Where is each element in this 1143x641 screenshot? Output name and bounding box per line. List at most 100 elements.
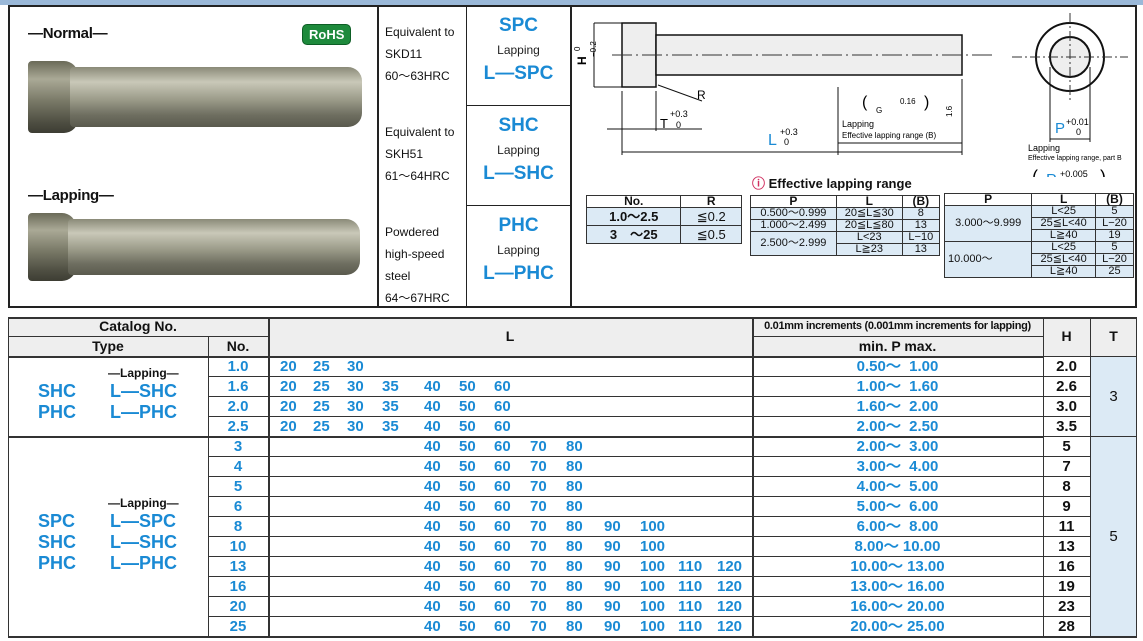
- p-range-cell: 5.00～ 6.00: [856, 498, 939, 515]
- table-row: 1.0 20 25 30 0.50～ 1.00 2.0: [208, 357, 1137, 377]
- type-code: PHC: [38, 402, 77, 422]
- divider: [1136, 317, 1137, 637]
- l-value: 80: [566, 618, 583, 635]
- h-cell: 11: [1043, 517, 1090, 537]
- h-cell: 23: [1043, 597, 1090, 617]
- l-value: 80: [566, 518, 583, 535]
- table-row: 20 40 50 60 70 80 90 100 110 120 16.00～ 20.00 23: [208, 597, 1137, 617]
- type-group: —Lapping— SPC L—SPC SHC L—SHC PHC L—PHC: [8, 437, 208, 637]
- p-range-cell: 2.00～ 3.00: [856, 438, 939, 455]
- header-h: H: [1043, 327, 1090, 346]
- lapping-label: —Lapping—: [28, 187, 114, 204]
- svg-text:T: T: [660, 116, 668, 131]
- l-value: 40: [424, 418, 441, 435]
- table-row: 16 40 50 60 70 80 90 100 110 120 13.00～ 16.00 19: [208, 577, 1137, 597]
- l-value: 70: [530, 598, 547, 615]
- l-value: 120: [717, 598, 743, 615]
- material-line: Equivalent to: [385, 125, 455, 139]
- material-line: steel: [385, 269, 411, 283]
- normal-label: —Normal—: [28, 25, 108, 42]
- type-code: SHC: [38, 531, 77, 552]
- h-cell: 3.0: [1043, 397, 1090, 417]
- l-value: 70: [530, 478, 547, 495]
- l-value: 35: [382, 418, 399, 435]
- l-value: 80: [566, 538, 583, 555]
- header-type: Type: [8, 337, 208, 356]
- normal-pin-head: [28, 61, 78, 133]
- no-cell: 8: [233, 518, 243, 535]
- table-row: 8 40 50 60 70 80 90 100 6.00～ 8.00 11: [208, 517, 1137, 537]
- divider: [208, 536, 1090, 537]
- l-value: 120: [717, 558, 743, 575]
- divider: [208, 396, 1090, 397]
- svg-text:(: (: [862, 94, 868, 111]
- svg-text:+0.01: +0.01: [1066, 117, 1089, 127]
- normal-pin-image: [70, 67, 362, 127]
- l-value: 90: [604, 518, 621, 535]
- lapping-type-code: L—PHC: [110, 552, 177, 573]
- header-no: No.: [208, 337, 268, 356]
- divider: [208, 556, 1090, 557]
- type-type: PHC: [498, 215, 539, 236]
- rohs-badge: RoHS: [302, 24, 352, 45]
- h-cell: 16: [1043, 557, 1090, 577]
- divider: [208, 616, 1090, 617]
- eff-range-title: ⓘ Effective lapping range: [752, 176, 912, 191]
- l-value: 50: [459, 618, 476, 635]
- l-value: 40: [424, 518, 441, 535]
- lapping-type-code: L—SPC: [110, 510, 177, 531]
- l-value: 40: [424, 618, 441, 635]
- header-p-note: 0.01mm increments (0.001mm increments fo…: [752, 317, 1043, 336]
- lapping-type-code: L—SHC: [110, 531, 177, 552]
- p-range-cell: 16.00～ 20.00: [850, 598, 945, 615]
- l-value: 100: [640, 558, 666, 575]
- material-type: PHC Lapping L—PHC: [467, 213, 570, 287]
- table-row: 4 40 50 60 70 80 3.00～ 4.00 7: [208, 457, 1137, 477]
- material-line: Equivalent to: [385, 25, 455, 39]
- eff-table-1: P L (B) 0.500～0.999 20≦L≦30 8 1.000～2.499 20≦…: [750, 195, 941, 256]
- catalog-table: Catalog No. Type No. L 0.01mm increments (0.…: [8, 317, 1137, 638]
- pin-drawing: H 0 −0.2 R T +0.30 L +0.30 (0.16) G 1.6 …: [573, 13, 1128, 177]
- material-line: SKH51: [385, 147, 424, 161]
- no-cell: 2.5: [227, 418, 249, 435]
- type-type: SPC: [498, 15, 539, 36]
- material-line: 64～67HRC: [385, 291, 450, 305]
- material-line: SKD11: [385, 47, 423, 61]
- l-value: 80: [566, 598, 583, 615]
- table-row: 2.5 20 25 30 35 40 50 60 2.00～ 2.50 3.5: [208, 417, 1137, 437]
- l-value: 50: [459, 378, 476, 395]
- divider: [1043, 317, 1044, 637]
- type-code: SHC: [38, 381, 77, 401]
- material-line: Powdered: [385, 225, 440, 239]
- material-type: SHC Lapping L—SHC: [467, 113, 570, 187]
- p-range-cell: 4.00～ 5.00: [856, 478, 939, 495]
- divider: [208, 336, 209, 637]
- lapping-type-code: L—SHC: [110, 381, 177, 401]
- svg-text:+0.3: +0.3: [670, 109, 688, 119]
- divider: [8, 317, 1137, 319]
- r-table: No. R 1.0～2.5 ≦0.2 3 ～25 ≦0.5: [585, 195, 742, 244]
- divider: [208, 476, 1090, 477]
- p-range-cell: 8.00～ 10.00: [854, 538, 941, 555]
- l-value: 70: [530, 578, 547, 595]
- l-value: 60: [494, 538, 511, 555]
- table-row: 10 40 50 60 70 80 90 100 8.00～ 10.00 13: [208, 537, 1137, 557]
- divider: [8, 356, 1137, 358]
- l-value: 40: [424, 598, 441, 615]
- p-range-cell: 2.00～ 2.50: [856, 418, 939, 435]
- divider: [752, 317, 754, 637]
- lapping-pin-image: [68, 219, 360, 275]
- l-value: 80: [566, 578, 583, 595]
- l-value: 50: [459, 418, 476, 435]
- l-value: 60: [494, 498, 511, 515]
- type-group: —Lapping— SHC L—SHC PHC L—PHC: [8, 357, 208, 437]
- l-value: 90: [604, 598, 621, 615]
- no-cell: 5: [233, 478, 243, 495]
- p-range-cell: 20.00～ 25.00: [850, 618, 945, 635]
- svg-text:R: R: [697, 88, 706, 102]
- svg-text:Effective lapping range (B): Effective lapping range (B): [842, 131, 936, 140]
- no-cell: 13: [229, 558, 247, 575]
- l-value: 20: [280, 398, 297, 415]
- material-desc: Equivalent to SKD11 60～63HRC: [385, 21, 467, 87]
- no-cell: 1.6: [227, 378, 249, 395]
